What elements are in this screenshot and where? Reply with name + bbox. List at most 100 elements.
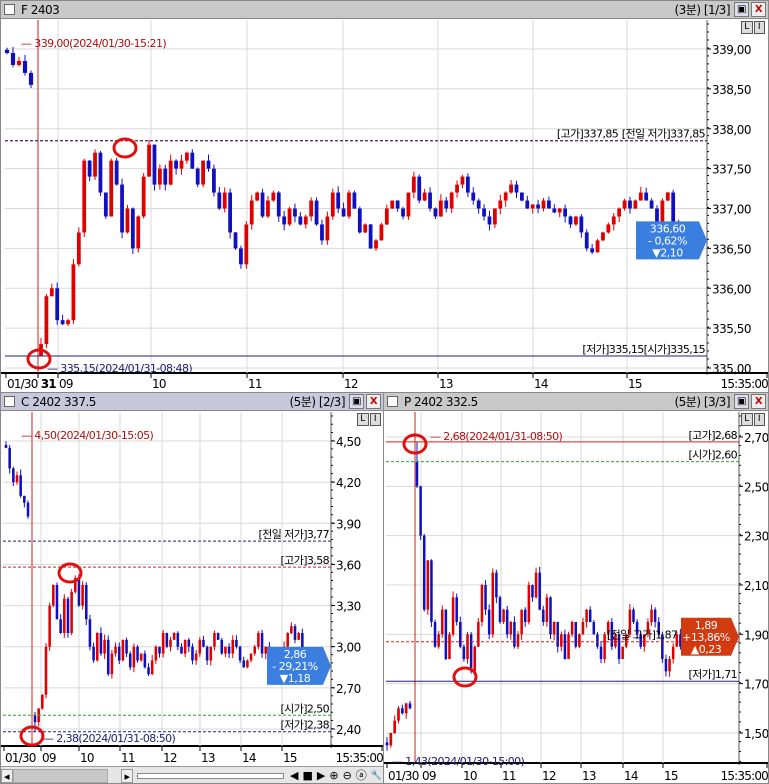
y-tick-label: 3,60 bbox=[336, 558, 361, 572]
candle-up bbox=[157, 168, 162, 185]
candle-up bbox=[545, 597, 549, 622]
candle-up bbox=[231, 639, 235, 654]
candle-up bbox=[552, 622, 556, 635]
scrollbar-thumb[interactable] bbox=[12, 768, 109, 783]
candle-down bbox=[487, 216, 492, 225]
candle-up bbox=[184, 152, 189, 161]
candlestick-chart[interactable]: 4,50 4,20 3,90 3,60 3,30 3,00 2,70 2,40 01/30 09 1… bbox=[1, 393, 384, 784]
candle-down bbox=[574, 622, 578, 647]
max-price-label: — 339,00(2024/01/30-15:21) bbox=[21, 37, 166, 50]
reference-label: [시가]2,50 bbox=[280, 702, 329, 715]
close-button[interactable]: X bbox=[751, 394, 766, 409]
x-tick-label: 09 bbox=[42, 751, 56, 765]
candle-down bbox=[415, 461, 419, 487]
log-button[interactable]: L bbox=[357, 413, 369, 426]
panel-titlebar[interactable]: C 2402 337.5 (5분) [2/3] ▣ X bbox=[1, 393, 383, 411]
candle-down bbox=[242, 660, 246, 668]
candle-up bbox=[389, 733, 393, 746]
candle-up bbox=[665, 192, 670, 201]
candle-down bbox=[174, 160, 178, 169]
wrench-icon[interactable]: 🔧 bbox=[370, 770, 383, 781]
linear-button[interactable]: I bbox=[753, 413, 765, 426]
x-tick-label: 01/30 bbox=[388, 769, 419, 783]
candle-down bbox=[542, 609, 545, 622]
candle-down bbox=[653, 609, 657, 622]
candle-up bbox=[70, 591, 73, 633]
candle-down bbox=[4, 49, 10, 53]
x-tick-label: 09 bbox=[422, 769, 436, 783]
candle-up bbox=[646, 622, 650, 635]
scroll-right-button[interactable]: ▸ bbox=[121, 768, 133, 783]
current-price-badge bbox=[267, 646, 331, 685]
candle-down bbox=[514, 184, 519, 193]
candle-up bbox=[150, 660, 154, 675]
badge-change: ▼2,10 bbox=[652, 246, 683, 259]
candle-down bbox=[216, 633, 220, 640]
candle-down bbox=[12, 468, 15, 483]
linear-button[interactable]: I bbox=[369, 413, 381, 426]
candle-down bbox=[298, 216, 303, 225]
candle-down bbox=[117, 646, 121, 661]
next-button[interactable]: ▶ bbox=[316, 768, 326, 782]
candle-down bbox=[187, 639, 191, 647]
candle-down bbox=[556, 622, 559, 647]
maximize-button[interactable]: ▣ bbox=[734, 2, 749, 17]
panel-titlebar[interactable]: F 2403 (3분) [1/3] ▣ X bbox=[1, 1, 768, 19]
panel-checkbox[interactable] bbox=[4, 4, 15, 15]
panel-period: (3분) [1/3] bbox=[674, 3, 730, 17]
candle-down bbox=[59, 619, 62, 633]
candle-down bbox=[276, 192, 281, 217]
panel-checkbox[interactable] bbox=[387, 396, 398, 407]
candle-up bbox=[257, 633, 260, 647]
zoom-in-icon[interactable]: ⊕ bbox=[329, 768, 339, 782]
max-price-label: — 2,68(2024/01/31-08:50) bbox=[430, 430, 563, 443]
candle-up bbox=[628, 609, 632, 635]
auto-scale-icon[interactable]: ⓐ bbox=[355, 768, 367, 782]
candle-up bbox=[110, 653, 114, 675]
candlestick-chart[interactable]: 339,00 338,50 338,00 337,50 337,00 336,50 336,… bbox=[1, 1, 769, 393]
candle-down bbox=[202, 639, 205, 647]
candle-up bbox=[611, 216, 616, 225]
candlestick-chart[interactable]: 2,70 2,50 2,30 2,10 1,90 1,70 1,50 01/30 09 10 11 1… bbox=[384, 393, 769, 784]
prev-button[interactable]: ◀ bbox=[290, 768, 299, 782]
candle-down bbox=[293, 626, 297, 640]
candle-up bbox=[520, 609, 523, 635]
stop-button[interactable]: ■ bbox=[302, 768, 313, 782]
candle-down bbox=[60, 320, 65, 325]
panel-checkbox[interactable] bbox=[4, 396, 15, 407]
candle-up bbox=[390, 200, 395, 209]
maximize-button[interactable]: ▣ bbox=[734, 394, 749, 409]
candle-down bbox=[88, 619, 92, 647]
candle-up bbox=[125, 208, 130, 233]
candle-down bbox=[617, 634, 621, 659]
candle-up bbox=[74, 578, 77, 592]
candle-down bbox=[505, 609, 509, 635]
candle-up bbox=[491, 572, 495, 635]
maximize-button[interactable]: ▣ bbox=[349, 394, 364, 409]
candle-down bbox=[547, 200, 551, 209]
zoom-out-icon[interactable]: ⊖ bbox=[342, 768, 352, 782]
candle-down bbox=[195, 168, 200, 185]
candle-up bbox=[660, 200, 665, 225]
candle-down bbox=[400, 708, 404, 714]
log-button[interactable]: L bbox=[741, 413, 753, 426]
y-tick-label: 1,70 bbox=[744, 678, 769, 692]
close-button[interactable]: X bbox=[751, 2, 766, 17]
log-button[interactable]: L bbox=[741, 21, 753, 34]
panel-titlebar[interactable]: P 2402 332.5 (5분) [3/3] ▣ X bbox=[384, 393, 768, 411]
candle-up bbox=[393, 720, 397, 733]
candle-down bbox=[444, 609, 448, 659]
candle-down bbox=[635, 622, 639, 635]
zoom-slider[interactable] bbox=[137, 772, 285, 779]
y-tick-label: 336,00 bbox=[712, 282, 751, 296]
x-tick-label: 12 bbox=[542, 769, 556, 783]
y-tick-label: 3,00 bbox=[336, 641, 361, 655]
candle-up bbox=[44, 646, 48, 695]
close-button[interactable]: X bbox=[366, 394, 381, 409]
linear-button[interactable]: I bbox=[753, 21, 765, 34]
candle-down bbox=[422, 535, 426, 610]
scroll-left-button[interactable]: ◂ bbox=[1, 768, 13, 783]
